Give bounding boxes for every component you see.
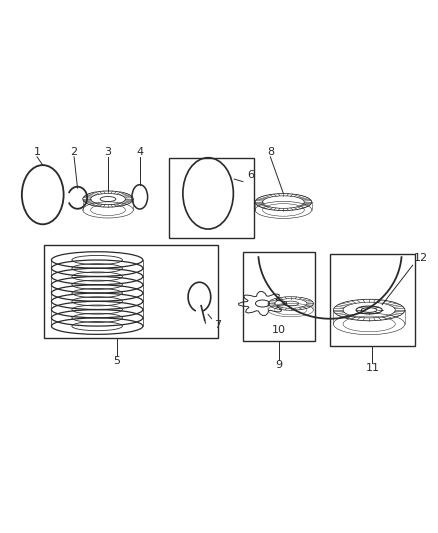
Text: 12: 12 bbox=[414, 253, 428, 263]
Text: 8: 8 bbox=[267, 147, 274, 157]
Text: 6: 6 bbox=[247, 171, 254, 180]
Text: 1: 1 bbox=[34, 147, 41, 157]
Text: 11: 11 bbox=[365, 363, 379, 373]
Text: 7: 7 bbox=[214, 320, 221, 330]
Text: 9: 9 bbox=[275, 360, 283, 370]
Text: 3: 3 bbox=[105, 147, 112, 157]
Text: 5: 5 bbox=[113, 356, 120, 366]
Text: 4: 4 bbox=[136, 147, 143, 157]
Bar bbox=[330, 254, 415, 346]
Text: 10: 10 bbox=[272, 325, 286, 335]
Text: 2: 2 bbox=[71, 147, 78, 157]
Bar bbox=[243, 252, 315, 341]
Bar bbox=[44, 245, 218, 338]
Bar bbox=[169, 158, 254, 238]
